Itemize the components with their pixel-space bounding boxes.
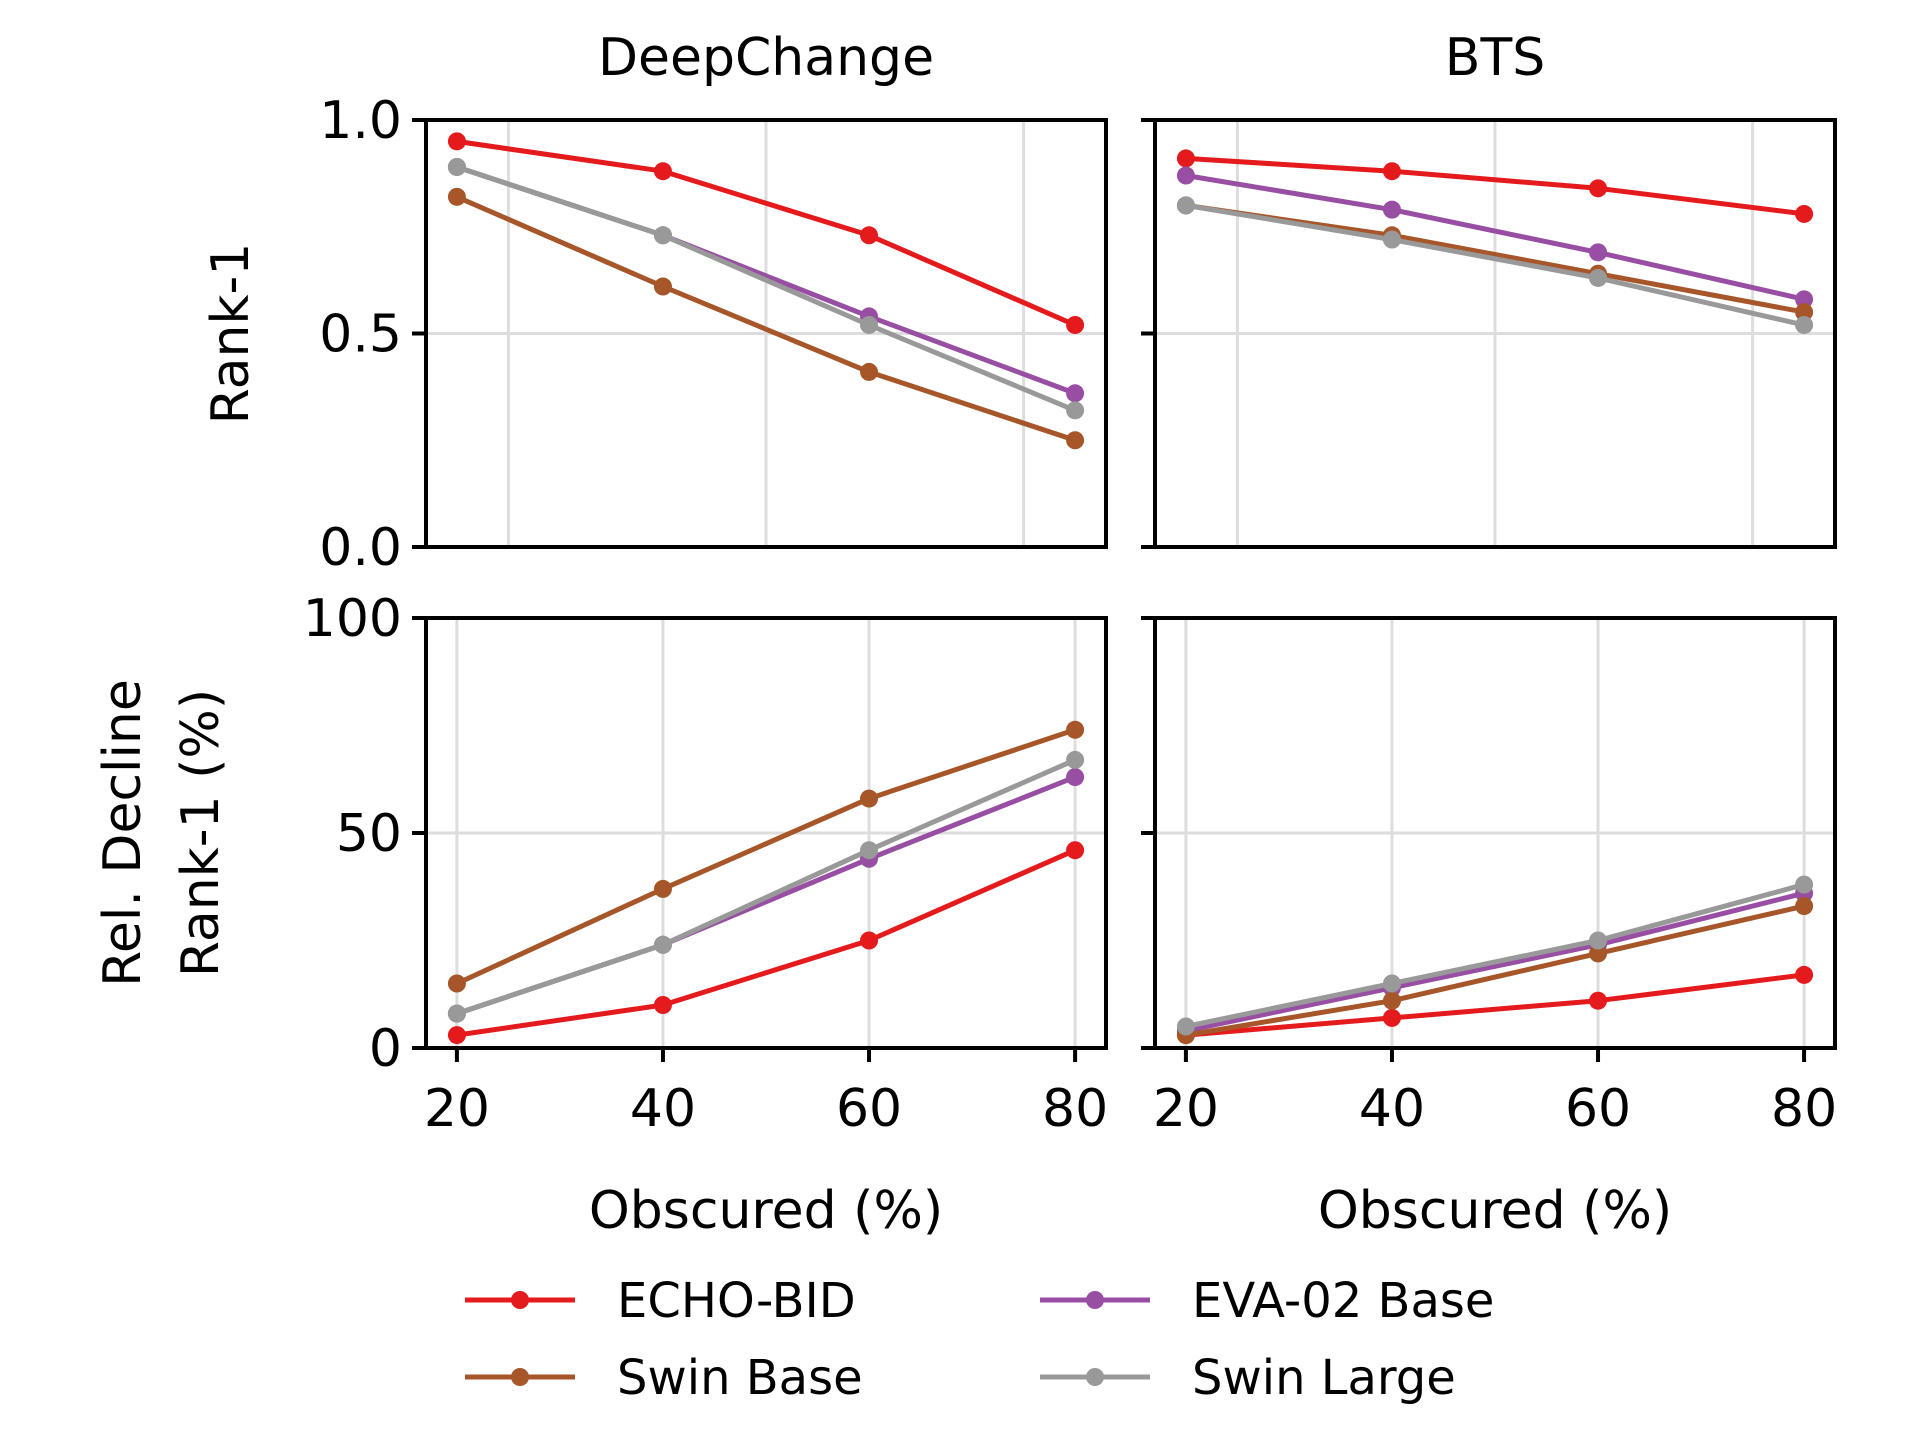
data-point-swin-large xyxy=(447,1004,466,1023)
data-point-swin-base xyxy=(1066,720,1085,739)
legend-echo-bid-label: ECHO-BID xyxy=(617,1273,856,1329)
data-point-echo-bid xyxy=(860,931,879,950)
data-point-swin-large xyxy=(1795,315,1814,334)
y-axis-label: Rank-1 xyxy=(201,243,261,425)
data-point-echo-bid xyxy=(860,226,879,245)
x-tick-label: 60 xyxy=(836,1079,902,1139)
data-point-swin-large xyxy=(1589,931,1608,950)
x-tick-label: 80 xyxy=(1042,1079,1108,1139)
x-tick-label: 20 xyxy=(1153,1079,1219,1139)
panel-title: BTS xyxy=(1445,28,1545,88)
data-point-echo-bid xyxy=(653,162,672,181)
data-point-swin-large xyxy=(653,935,672,954)
data-point-swin-large xyxy=(1066,750,1085,769)
y-tick-label: 0.0 xyxy=(319,518,402,578)
data-point-echo-bid xyxy=(1795,204,1814,223)
data-point-echo-bid xyxy=(447,132,466,151)
data-point-eva-02-base xyxy=(1382,200,1401,219)
data-point-swin-large xyxy=(1382,974,1401,993)
x-tick-label: 20 xyxy=(424,1079,490,1139)
data-point-eva-02-base xyxy=(1589,243,1608,262)
series-line-echo-bid xyxy=(1185,155,1805,217)
series-line-echo-bid xyxy=(1185,972,1805,1038)
data-point-swin-large xyxy=(447,157,466,176)
data-point-eva-02-base xyxy=(1066,384,1085,403)
panel-r1c0: 0 50 100 20 40 60 80 Obscured (%) xyxy=(303,589,1108,1241)
panel-r1c1: 20 40 60 80 Obscured (%) xyxy=(1141,616,1837,1241)
y-axis-label: Rank-1 (%) xyxy=(171,689,231,977)
panel-bts: BTS xyxy=(1141,28,1837,549)
legend: ECHO-BID EVA-02 Base Swin Base Swin Large xyxy=(465,1273,1494,1406)
data-point-swin-base xyxy=(653,277,672,296)
data-point-echo-bid xyxy=(1795,965,1814,984)
x-tick-label: 80 xyxy=(1771,1079,1837,1139)
x-tick-label: 40 xyxy=(630,1079,696,1139)
series-line-swin-large xyxy=(456,757,1077,1016)
legend-swin-base-label: Swin Base xyxy=(617,1350,863,1406)
x-axis-label: Obscured (%) xyxy=(1318,1181,1672,1241)
y-axis-label: Rel. Decline xyxy=(93,679,153,987)
data-point-eva-02-base xyxy=(1176,166,1195,185)
legend-eva-02-base-marker xyxy=(1086,1291,1104,1309)
series-line-swin-base xyxy=(1185,903,1805,1038)
data-point-swin-large xyxy=(1176,196,1195,215)
y-tick-label: 0 xyxy=(369,1019,402,1079)
data-point-swin-large xyxy=(1176,1017,1195,1036)
legend-eva-02-base-label: EVA-02 Base xyxy=(1192,1273,1494,1329)
data-point-swin-base xyxy=(1589,944,1608,963)
x-axis-label: Obscured (%) xyxy=(589,1181,943,1241)
data-point-swin-base xyxy=(447,187,466,206)
y-tick-label: 1.0 xyxy=(319,91,402,151)
legend-echo-bid-marker xyxy=(511,1291,529,1309)
data-point-swin-base xyxy=(860,789,879,808)
data-point-echo-bid xyxy=(1066,315,1085,334)
series-line-swin-large xyxy=(1185,202,1805,328)
data-point-swin-base xyxy=(1795,303,1814,322)
series-line-echo-bid xyxy=(456,847,1077,1038)
panel-deepchange: 0.0 0.5 1.0 DeepChange xyxy=(319,28,1108,578)
series-line-swin-base xyxy=(455,727,1076,986)
x-tick-label: 40 xyxy=(1359,1079,1425,1139)
legend-swin-large-label: Swin Large xyxy=(1192,1350,1456,1406)
data-point-swin-base xyxy=(447,974,466,993)
data-point-swin-base xyxy=(1066,431,1085,450)
series-line-swin-base xyxy=(455,194,1076,443)
series-line-eva-02-base xyxy=(1185,890,1805,1034)
panel-title: DeepChange xyxy=(598,28,934,88)
data-point-eva-02-base xyxy=(1795,290,1814,309)
legend-swin-base-marker xyxy=(511,1368,529,1386)
data-point-swin-large xyxy=(860,315,879,334)
y-tick-label: 50 xyxy=(336,804,402,864)
data-point-echo-bid xyxy=(447,1026,466,1045)
y-tick-label: 0.5 xyxy=(319,305,402,365)
legend-swin-large-marker xyxy=(1086,1368,1104,1386)
data-point-swin-base xyxy=(1382,991,1401,1010)
data-point-swin-large xyxy=(1382,230,1401,249)
data-point-echo-bid xyxy=(1382,1008,1401,1027)
data-point-echo-bid xyxy=(1382,162,1401,181)
data-point-echo-bid xyxy=(1066,841,1085,860)
data-point-swin-base xyxy=(1795,897,1814,916)
data-point-swin-large xyxy=(653,226,672,245)
y-tick-label: 100 xyxy=(303,589,402,649)
data-point-swin-large xyxy=(1066,401,1085,420)
series-line-swin-large xyxy=(1185,882,1805,1029)
series-line-swin-large xyxy=(456,164,1077,413)
data-point-swin-base xyxy=(860,362,879,381)
data-point-echo-bid xyxy=(1589,179,1608,198)
data-point-echo-bid xyxy=(653,996,672,1014)
data-point-eva-02-base xyxy=(1066,768,1085,787)
x-tick-label: 60 xyxy=(1565,1079,1631,1139)
data-point-echo-bid xyxy=(1589,991,1608,1010)
data-point-swin-base xyxy=(653,879,672,898)
data-point-echo-bid xyxy=(1176,149,1195,168)
data-point-swin-large xyxy=(860,841,879,860)
data-point-swin-large xyxy=(1795,875,1814,894)
series-line-eva-02-base xyxy=(1185,173,1805,302)
data-point-swin-large xyxy=(1589,268,1608,287)
series-line-echo-bid xyxy=(456,138,1077,328)
